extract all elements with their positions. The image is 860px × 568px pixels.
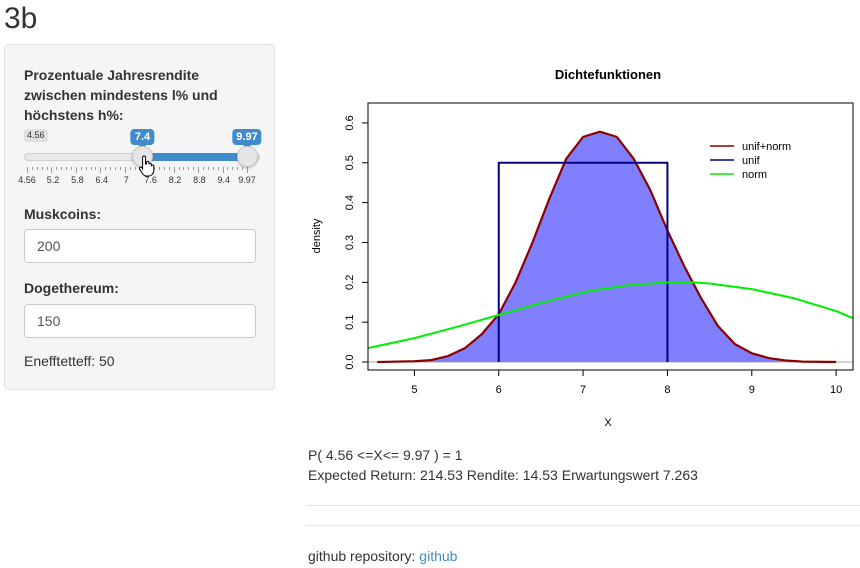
slider-tick (247, 167, 248, 173)
slider-tick-label: 9.97 (238, 175, 256, 185)
slider-min-label: 4.56 (24, 129, 48, 142)
density-fill-area (377, 131, 837, 363)
slider-tick (168, 167, 170, 170)
slider-tick (61, 167, 63, 170)
x-tick-label: 8 (664, 384, 670, 396)
slider-tick (178, 167, 180, 170)
slider-tick-label: 7.6 (144, 175, 157, 185)
x-tick-label: 9 (749, 384, 755, 396)
slider-tick-label: 8.8 (193, 175, 206, 185)
slider-tick-label: 6.4 (95, 175, 109, 185)
slider-tick (207, 167, 209, 170)
y-tick-label: 0.6 (344, 115, 356, 130)
slider-tick (222, 167, 224, 173)
slider-tick-label: 8.2 (168, 175, 182, 185)
divider (306, 525, 860, 526)
divider (306, 505, 860, 506)
slider-tick (203, 167, 204, 170)
y-tick-label: 0.2 (344, 275, 356, 290)
slider-tick (227, 167, 229, 170)
github-line: github repository: github (308, 548, 457, 564)
slider-label: Prozentuale Jahresrendite zwischen minde… (24, 67, 218, 123)
y-tick-label: 0.5 (344, 155, 356, 170)
slider-tick (51, 167, 53, 173)
plot-frame (367, 102, 854, 371)
series-line-unif (497, 161, 669, 363)
slider-tick (212, 167, 214, 170)
slider-tick (100, 167, 102, 173)
x-axis-label: X (604, 417, 612, 429)
enefftetteff-output: Enefftetteff: 50 (24, 353, 115, 369)
density-plot: Dichtefunktionen 5 6 7 8 9 10 0.0 0.1 0.2 0.3 0.4 0… (311, 67, 854, 429)
chart-title: Dichtefunktionen (555, 67, 661, 82)
slider-tick (237, 167, 239, 170)
slider-tick-label: 9.4 (217, 175, 231, 185)
slider-tick (173, 167, 175, 173)
sidebar-panel: Prozentuale Jahresrendite zwischen minde… (4, 44, 275, 390)
slider-tick (27, 167, 28, 173)
hand-pointer-icon (139, 155, 155, 177)
expected-return-output: Expected Return: 214.53 Rendite: 14.53 E… (308, 467, 698, 483)
slider-tick (36, 167, 38, 170)
slider-tick (198, 167, 200, 173)
slider-tick (242, 167, 244, 170)
slider-tick (188, 167, 190, 170)
legend-entry: unif+norm (742, 141, 791, 153)
slider-tick (129, 167, 131, 170)
slider-tick (80, 167, 82, 170)
x-tick-label: 10 (830, 384, 842, 396)
slider-tick (124, 167, 126, 173)
slider-to-handle[interactable] (237, 146, 258, 167)
series-line-unif-norm (377, 130, 837, 364)
y-tick-label: 0.1 (344, 315, 356, 330)
slider-tick (90, 167, 92, 170)
x-tick-label: 5 (411, 384, 417, 396)
slider-tick (183, 167, 185, 170)
x-tick-label: 6 (496, 384, 502, 396)
y-axis-label: density (311, 218, 323, 253)
probability-output: P( 4.56 <=X<= 9.97 ) = 1 (308, 447, 463, 463)
y-tick-label: 0.3 (344, 235, 356, 250)
slider-tick (159, 167, 160, 170)
x-tick-label: 7 (580, 384, 586, 396)
github-prefix: github repository: (308, 548, 416, 564)
slider-tick-label: 5.2 (46, 175, 60, 185)
app-title: 3b (4, 2, 38, 35)
slider-tick (31, 167, 33, 170)
dogethereum-label: Dogethereum: (24, 280, 119, 296)
slider-tick (115, 167, 116, 170)
slider-tick (105, 167, 107, 170)
y-tick-label: 0.4 (344, 195, 356, 210)
slider-tick (163, 167, 165, 170)
slider-tick (46, 167, 48, 170)
series-line-norm (367, 281, 854, 350)
slider-tick (56, 167, 58, 170)
slider-tick (193, 167, 195, 170)
dogethereum-input[interactable] (24, 304, 256, 338)
slider-tick (232, 167, 234, 170)
slider-tick (95, 167, 97, 170)
slider-tick (119, 167, 121, 170)
slider-selected-range[interactable] (142, 153, 247, 161)
legend-entry: norm (742, 169, 767, 181)
slider-tick (110, 167, 112, 170)
slider-tick (217, 167, 219, 170)
slider-tick (66, 167, 68, 170)
slider-tick (75, 167, 77, 173)
slider-tick (134, 167, 136, 170)
slider-to-value: 9.97 (232, 129, 262, 149)
y-tick-label: 0.0 (344, 354, 356, 369)
slider-tick (71, 167, 72, 170)
slider-tick-label: 5.8 (71, 175, 84, 185)
muskcoins-input[interactable] (24, 229, 256, 263)
muskcoins-label: Muskcoins: (24, 206, 102, 222)
range-slider[interactable]: 4.56 7.4 9.97 4.56 5.2 5.8 6.4 7 7.6 8.2 8.8 9.4… (18, 129, 262, 189)
slider-tick-label: 7 (123, 175, 129, 185)
slider-tick (41, 167, 43, 170)
legend-entry: unif (742, 155, 761, 167)
slider-tick (85, 167, 87, 170)
github-link[interactable]: github (419, 548, 458, 564)
slider-tick-label: 4.56 (18, 175, 36, 185)
slider-from-value: 7.4 (130, 129, 155, 149)
